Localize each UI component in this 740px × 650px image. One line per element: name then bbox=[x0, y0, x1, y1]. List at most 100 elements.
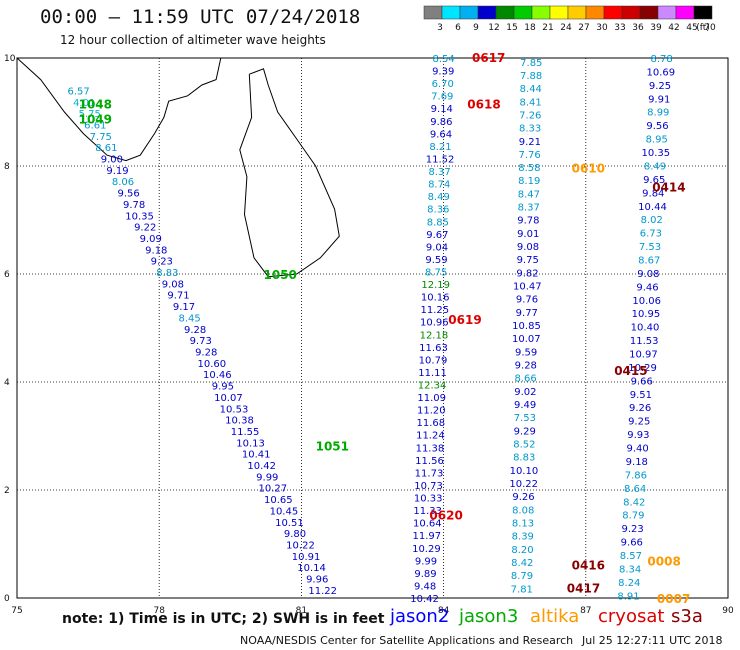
scale-label: 15 bbox=[506, 23, 517, 33]
track-altika: 7.85 7.88 8.44 8.41 7.26 8.33 9.21 7.76 8.58 8.19… bbox=[509, 58, 542, 595]
scale-swatch bbox=[531, 5, 551, 20]
y-tick-label: 4 bbox=[4, 378, 10, 388]
scale-label: 36 bbox=[632, 23, 644, 33]
generated-time: Jul 25 12:27:11 UTC 2018 bbox=[582, 634, 723, 647]
swh-value: 7.53 bbox=[639, 242, 661, 253]
swh-value: 6.61 bbox=[84, 121, 106, 132]
y-tick-label: 10 bbox=[4, 54, 16, 64]
swh-value: 9.28 bbox=[195, 348, 217, 359]
swh-value: 10.13 bbox=[236, 438, 265, 449]
swh-value: 10.41 bbox=[242, 450, 271, 461]
swh-value: 8.57 bbox=[620, 551, 642, 562]
swh-value: 11.25 bbox=[420, 305, 449, 316]
swh-value: 9.17 bbox=[173, 302, 195, 313]
swh-value: 9.91 bbox=[648, 94, 670, 105]
scale-swatch bbox=[621, 5, 641, 20]
legend-cryosat: cryosat bbox=[598, 606, 665, 627]
swh-value: 9.08 bbox=[517, 242, 539, 253]
scale-swatch bbox=[567, 5, 587, 20]
axis-ticks: 75 78 81 84 87 90 0 2 4 6 8 10 bbox=[4, 54, 734, 616]
swh-value: 11.97 bbox=[412, 531, 441, 542]
swh-value: 8.45 bbox=[178, 313, 200, 324]
scale-label: 3 bbox=[437, 23, 443, 33]
time-label: 0007 bbox=[657, 592, 690, 606]
legend-s3a: s3a bbox=[671, 606, 703, 627]
swh-value: 9.99 bbox=[415, 556, 437, 567]
y-tick-label: 8 bbox=[4, 162, 10, 172]
swh-value: 8.66 bbox=[514, 374, 536, 385]
time-label: 0618 bbox=[467, 97, 500, 111]
swh-value: 9.28 bbox=[184, 325, 206, 336]
swh-value: 12.34 bbox=[418, 381, 447, 392]
swh-value: 8.49 bbox=[644, 162, 666, 173]
swh-value: 11.53 bbox=[630, 336, 659, 347]
swh-value: 8.41 bbox=[519, 97, 541, 108]
x-tick-label: 87 bbox=[580, 606, 591, 616]
scale-swatch bbox=[657, 5, 677, 20]
scale-swatch bbox=[585, 5, 605, 20]
legend-jason3: jason3 bbox=[459, 606, 519, 627]
swh-value: 9.75 bbox=[517, 255, 539, 266]
swh-value: 12.19 bbox=[421, 280, 450, 291]
scale-label: 6 bbox=[455, 23, 461, 33]
swh-value: 8.74 bbox=[428, 180, 450, 191]
swh-value: 8.34 bbox=[619, 564, 641, 575]
swh-value: 8.19 bbox=[518, 176, 540, 187]
swh-value: 8.42 bbox=[511, 558, 533, 569]
swh-value: 6.70 bbox=[432, 79, 454, 90]
swh-value: 9.01 bbox=[517, 229, 539, 240]
swh-value: 8.64 bbox=[624, 484, 646, 495]
swh-value: 9.89 bbox=[414, 569, 436, 580]
swh-value: 9.93 bbox=[627, 430, 649, 441]
swh-value: 8.37 bbox=[518, 203, 540, 214]
swh-value: 10.38 bbox=[225, 416, 254, 427]
swh-value: 10.91 bbox=[292, 552, 321, 563]
plot-frame bbox=[16, 57, 729, 599]
swh-value: 10.10 bbox=[510, 466, 539, 477]
swh-value: 9.28 bbox=[515, 361, 537, 372]
swh-value: 9.21 bbox=[519, 137, 541, 148]
swh-value: 9.48 bbox=[414, 581, 436, 592]
swh-value: 8.44 bbox=[520, 84, 542, 95]
x-tick-label: 75 bbox=[11, 606, 22, 616]
swh-value: 9.14 bbox=[431, 104, 453, 115]
x-tick-label: 84 bbox=[438, 606, 450, 616]
scale-label: 45 bbox=[686, 23, 697, 33]
swh-value: 11.55 bbox=[231, 427, 260, 438]
swh-value: 8.58 bbox=[518, 163, 540, 174]
swh-value: 9.25 bbox=[628, 417, 650, 428]
time-label: 0617 bbox=[472, 51, 505, 65]
swh-value: 9.73 bbox=[190, 336, 212, 347]
swh-value: 7.81 bbox=[511, 584, 533, 595]
chart-subtitle: 12 hour collection of altimeter wave hei… bbox=[60, 33, 326, 47]
swh-value: 8.33 bbox=[519, 124, 541, 135]
swh-value: 10.33 bbox=[414, 494, 443, 505]
swh-value: 7.26 bbox=[519, 110, 541, 121]
swh-value: 8.52 bbox=[513, 440, 535, 451]
swh-value: 10.35 bbox=[641, 148, 670, 159]
time-label: 0414 bbox=[652, 181, 685, 195]
swh-value: 9.49 bbox=[514, 400, 536, 411]
legend-jason2: jason2 bbox=[390, 606, 450, 627]
scale-swatch bbox=[693, 5, 713, 20]
x-tick-label: 90 bbox=[722, 606, 734, 616]
swh-value: 10.07 bbox=[512, 334, 541, 345]
swh-value: 8.99 bbox=[647, 108, 669, 119]
swh-value: 10.53 bbox=[220, 404, 249, 415]
scale-label: 33 bbox=[614, 23, 625, 33]
x-tick-label: 78 bbox=[153, 606, 165, 616]
swh-value: 8.08 bbox=[512, 505, 534, 516]
scale-swatch bbox=[477, 5, 497, 20]
swh-value: 10.65 bbox=[264, 495, 293, 506]
scale-label: 30 bbox=[596, 23, 608, 33]
swh-value: 9.23 bbox=[621, 524, 643, 535]
time-label: 1049 bbox=[79, 113, 112, 127]
swh-value: 10.42 bbox=[410, 594, 439, 605]
scale-label: 39 bbox=[650, 23, 662, 33]
swh-value: 8.24 bbox=[618, 578, 640, 589]
swh-value: 8.37 bbox=[428, 167, 450, 178]
swh-value: 7.53 bbox=[514, 413, 536, 424]
swh-value: 8.13 bbox=[512, 519, 534, 530]
swh-value: 10.44 bbox=[638, 202, 667, 213]
